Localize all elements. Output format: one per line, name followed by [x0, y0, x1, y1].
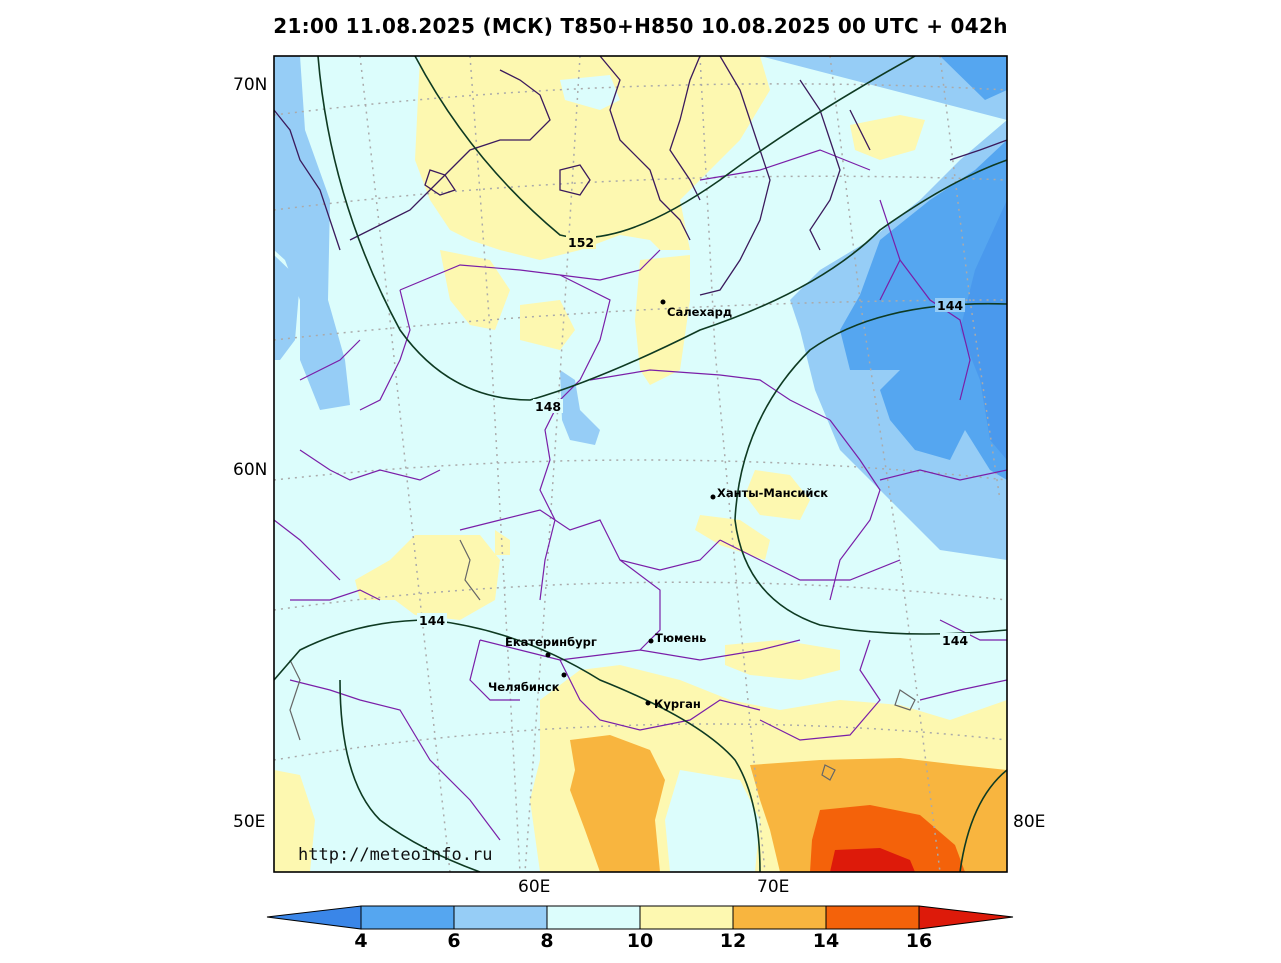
colorbar — [266, 905, 1014, 930]
contour-label-group: 152 148 144 144 144 — [417, 235, 970, 648]
coastlines — [274, 56, 1007, 296]
lon-label-70e: 70E — [757, 877, 790, 897]
city-dot-khanty-mansiysk — [710, 494, 716, 500]
contour-label-144-ne: 144 — [937, 298, 963, 313]
city-label-chelyabinsk: Челябинск — [488, 680, 560, 694]
city-dot-yekaterinburg — [545, 652, 551, 658]
city-label-salekhard: Салехард — [667, 305, 732, 319]
city-label-kurgan: Курган — [654, 697, 701, 711]
watermark-url: http://meteoinfo.ru — [298, 845, 492, 865]
graticule — [274, 56, 1007, 872]
contour-label-152: 152 — [568, 235, 594, 250]
colorbar-tick-4: 4 — [354, 930, 368, 952]
colorbar-segment-12-14 — [732, 905, 827, 930]
lon-label-50e: 50E — [233, 812, 266, 832]
colorbar-tick-14: 14 — [812, 930, 840, 952]
region-borders — [274, 149, 1007, 841]
contour-label-144-e: 144 — [942, 633, 968, 648]
colorbar-tick-6: 6 — [447, 930, 461, 952]
colorbar-under-arrow — [266, 905, 362, 930]
contour-label-144-w: 144 — [419, 613, 445, 628]
city-dot-kurgan — [645, 700, 651, 706]
colorbar-tick-16: 16 — [905, 930, 933, 952]
colorbar-segment-10-12 — [639, 905, 734, 930]
contour-label-148: 148 — [535, 399, 561, 414]
colorbar-tick-12: 12 — [719, 930, 747, 952]
colorbar-segment-6-8 — [453, 905, 548, 930]
city-markers: Салехард Ханты-Мансийск Екатеринбург Тюм… — [488, 299, 828, 711]
colorbar-over-arrow — [918, 905, 1014, 930]
lat-label-60n: 60N — [233, 460, 268, 480]
city-dot-salekhard — [660, 299, 666, 305]
lakes-rivers — [289, 539, 916, 781]
temperature-field — [274, 56, 1007, 872]
city-dot-chelyabinsk — [561, 672, 567, 678]
geopotential-contours — [274, 56, 1007, 872]
colorbar-segment-4-6 — [360, 905, 455, 930]
lon-label-60e: 60E — [518, 877, 551, 897]
city-label-khanty-mansiysk: Ханты-Мансийск — [717, 486, 828, 500]
city-label-yekaterinburg: Екатеринбург — [505, 635, 597, 649]
colorbar-segment-8-10 — [546, 905, 641, 930]
colorbar-segment-14-16 — [825, 905, 920, 930]
city-label-tyumen: Тюмень — [655, 631, 706, 645]
city-dot-tyumen — [648, 638, 654, 644]
map-frame — [273, 55, 1008, 873]
colorbar-tick-8: 8 — [540, 930, 554, 952]
map-title: 21:00 11.08.2025 (МСК) T850+H850 10.08.2… — [273, 14, 1008, 38]
lat-label-70n: 70N — [233, 75, 268, 95]
lon-label-80e: 80E — [1013, 812, 1046, 832]
colorbar-tick-10: 10 — [626, 930, 654, 952]
